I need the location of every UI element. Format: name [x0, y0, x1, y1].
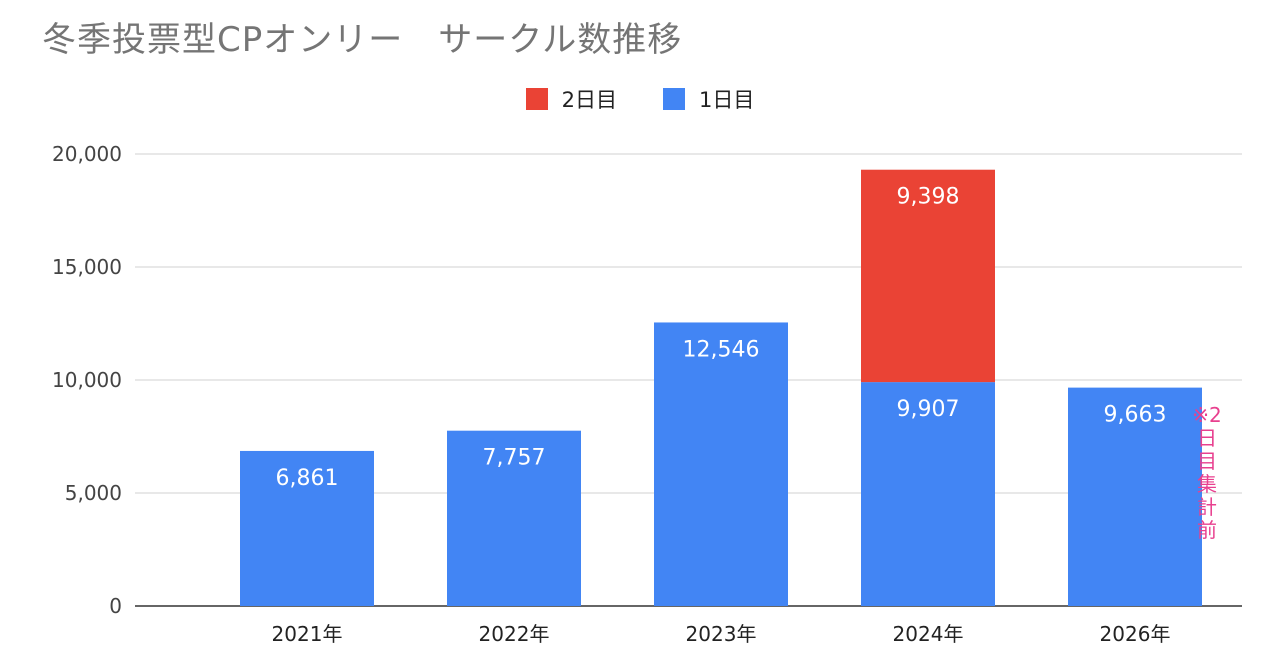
- bar-data-label: 12,546: [683, 337, 760, 362]
- legend-item: 1日目: [663, 84, 754, 114]
- x-tick-label: 2026年: [1100, 622, 1171, 646]
- legend-label: 1日目: [699, 88, 755, 112]
- legend-swatch: [663, 88, 685, 110]
- bar-data-label: 7,757: [483, 446, 546, 471]
- bar-day2: [861, 169, 995, 383]
- legend-item: 2日目: [525, 84, 617, 114]
- bar-day1: [240, 450, 374, 606]
- chart-legend: 2日目 1日目: [0, 84, 1280, 114]
- chart-annotation: ※2日目集計前: [1192, 403, 1222, 542]
- bar-data-label: 9,398: [897, 185, 960, 210]
- x-tick-label: 2022年: [479, 622, 550, 646]
- y-tick-label: 0: [109, 594, 122, 618]
- bar-day1: [447, 430, 581, 606]
- bar-data-label: 6,861: [276, 466, 339, 491]
- x-tick-label: 2023年: [686, 622, 757, 646]
- x-tick-label: 2021年: [272, 622, 343, 646]
- bar-day1: [861, 382, 995, 606]
- x-tick-label: 2024年: [893, 622, 964, 646]
- y-tick-label: 10,000: [52, 368, 122, 392]
- legend-label: 2日目: [561, 88, 617, 112]
- bar-day1: [654, 322, 788, 606]
- bar-day1: [1068, 387, 1202, 606]
- bar-data-label: 9,663: [1104, 403, 1167, 428]
- legend-swatch: [525, 88, 548, 110]
- y-tick-label: 20,000: [52, 142, 122, 166]
- y-tick-label: 5,000: [65, 481, 122, 505]
- chart-title: 冬季投票型CPオンリー サークル数推移: [42, 20, 683, 60]
- y-tick-label: 15,000: [52, 255, 122, 279]
- bar-data-label: 9,907: [897, 397, 960, 422]
